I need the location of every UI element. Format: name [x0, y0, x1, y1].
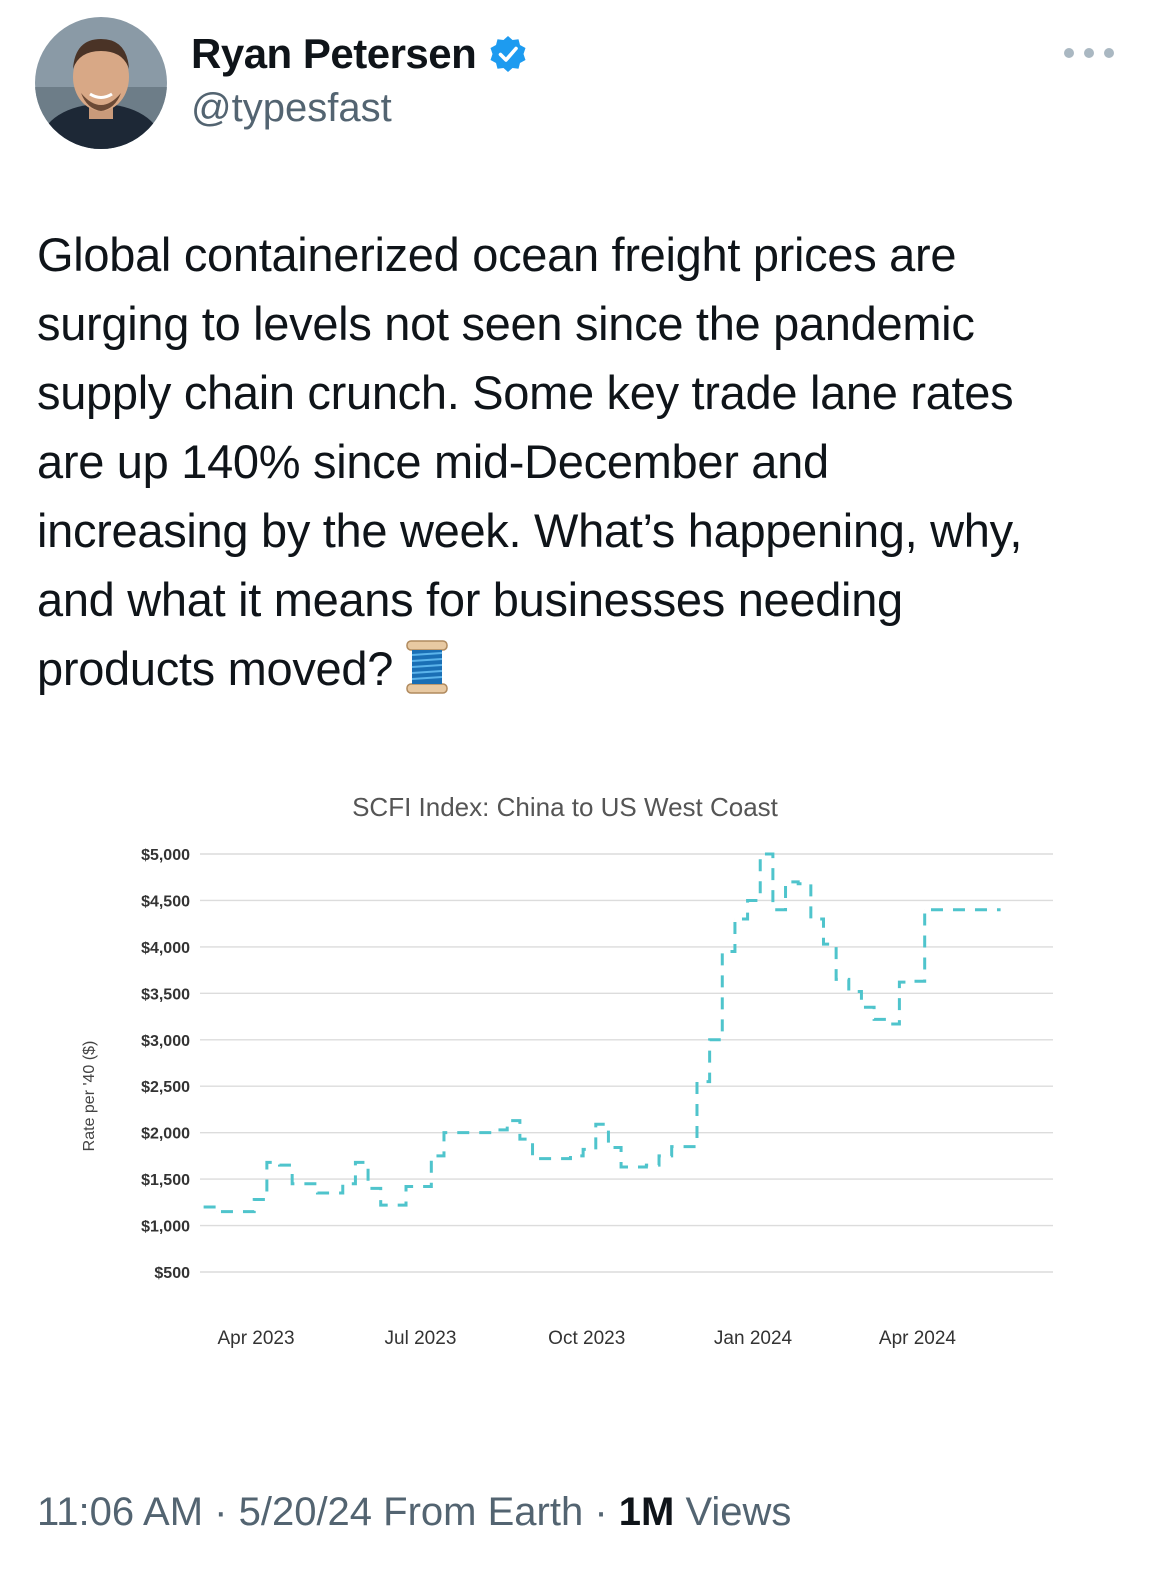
tweet-line: Global containerized ocean freight price… [37, 228, 957, 281]
author-name-text: Ryan Petersen [191, 30, 477, 77]
views-label: Views [674, 1490, 792, 1534]
y-tick-label: $1,000 [141, 1219, 190, 1236]
y-tick-label: $4,500 [141, 893, 190, 910]
avatar[interactable] [35, 17, 167, 149]
chart-title: SCFI Index: China to US West Coast [352, 792, 779, 822]
more-options-icon[interactable] [1064, 38, 1114, 68]
tweet-line: are up 140% since mid-December and [37, 435, 829, 488]
tweet-line: surging to levels not seen since the pan… [37, 297, 975, 350]
tweet-source: From Earth [372, 1490, 584, 1534]
verified-badge-icon [488, 34, 528, 74]
tweet-date[interactable]: 5/20/24 [238, 1490, 373, 1534]
views-count: 1M [618, 1490, 675, 1534]
tweet-line-text: products moved? [37, 642, 394, 695]
y-tick-label: $3,500 [141, 986, 190, 1003]
tweet-meta: 11:06 AM · 5/20/24 From Earth · 1M Views [37, 1490, 791, 1535]
author-handle[interactable]: @typesfast [191, 86, 392, 130]
y-tick-label: $5,000 [141, 847, 190, 864]
author-name[interactable]: Ryan Petersen [191, 30, 528, 78]
x-tick-label: Oct 2023 [548, 1328, 625, 1349]
x-tick-label: Jan 2024 [714, 1328, 793, 1349]
y-tick-label: $4,000 [141, 940, 190, 957]
x-tick-label: Jul 2023 [385, 1328, 457, 1349]
tweet-line: increasing by the week. What’s happening… [37, 504, 1023, 557]
meta-separator: · [583, 1490, 619, 1534]
spool-of-thread-icon [403, 639, 451, 713]
x-tick-label: Apr 2023 [217, 1328, 294, 1349]
y-tick-label: $2,000 [141, 1126, 190, 1143]
y-tick-label: $3,000 [141, 1033, 190, 1050]
tweet-text: Global containerized ocean freight price… [37, 220, 1137, 713]
tweet-line: and what it means for businesses needing [37, 573, 903, 626]
scfi-chart: $500 $1,000 $1,500 $2,000 $2,500 $3,000 $3,500… [81, 792, 1053, 1349]
tweet-line-last: products moved? [37, 634, 1137, 713]
y-tick-label: $500 [154, 1265, 190, 1282]
y-tick-label: $2,500 [141, 1079, 190, 1096]
series-line [203, 852, 1001, 1214]
tweet-time[interactable]: 11:06 AM [37, 1490, 204, 1534]
chart-y-axis-label: Rate per '40 ($) [81, 1041, 98, 1152]
y-tick-label: $1,500 [141, 1172, 190, 1189]
x-tick-label: Apr 2024 [879, 1328, 957, 1349]
chart-image[interactable]: $500 $1,000 $1,500 $2,000 $2,500 $3,000 $3,500… [60, 770, 1070, 1380]
avatar-photo-icon [35, 17, 167, 149]
tweet-line: supply chain crunch. Some key trade lane… [37, 366, 1014, 419]
meta-separator: · [203, 1490, 239, 1534]
